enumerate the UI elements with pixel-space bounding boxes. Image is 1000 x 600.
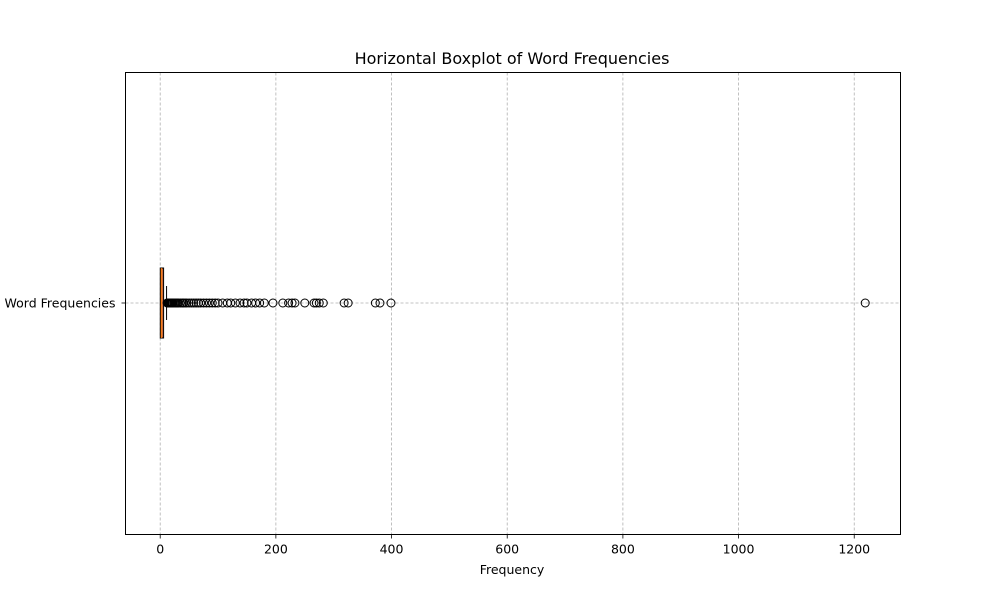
outlier-point xyxy=(255,298,265,308)
grid-lines xyxy=(125,72,901,535)
outlier-point xyxy=(370,298,380,308)
outlier-point xyxy=(290,298,300,308)
outlier-point xyxy=(284,298,294,308)
outlier-point xyxy=(207,298,217,308)
outlier-point xyxy=(318,298,328,308)
boxplot xyxy=(159,267,870,339)
outlier-point xyxy=(226,298,236,308)
outlier-point xyxy=(278,298,288,308)
outlier-point xyxy=(199,298,209,308)
plot-frame xyxy=(125,72,901,535)
outlier-point xyxy=(343,298,353,308)
outlier-point xyxy=(300,298,310,308)
outlier-point xyxy=(182,298,192,308)
outlier-point xyxy=(189,298,199,308)
outlier-point xyxy=(375,298,385,308)
outlier-point xyxy=(339,298,349,308)
outlier-point xyxy=(204,298,214,308)
outlier-point xyxy=(184,298,194,308)
x-axis-label: Frequency xyxy=(480,562,545,577)
outlier-point xyxy=(186,298,196,308)
outlier-point xyxy=(386,298,396,308)
x-tick-label: 200 xyxy=(264,542,288,557)
outlier-point xyxy=(242,298,252,308)
outlier-point xyxy=(860,298,870,308)
outlier-point xyxy=(268,298,278,308)
outlier-point xyxy=(287,298,297,308)
outlier-point xyxy=(196,298,206,308)
x-tick-label: 400 xyxy=(380,542,404,557)
chart-title: Horizontal Boxplot of Word Frequencies xyxy=(355,49,670,68)
x-tick-label: 1000 xyxy=(723,542,755,557)
y-axis: Word Frequencies xyxy=(5,296,126,311)
outlier-point xyxy=(311,298,321,308)
outlier-point xyxy=(201,298,211,308)
y-tick-label: Word Frequencies xyxy=(5,296,116,311)
outlier-point xyxy=(309,298,319,308)
outlier-point xyxy=(251,298,261,308)
outlier-point xyxy=(235,298,245,308)
x-axis: 0 200 400 600 800 1000 1200 xyxy=(156,534,870,557)
outlier-point xyxy=(314,298,324,308)
outlier-point xyxy=(230,298,240,308)
outlier-point xyxy=(213,298,223,308)
outlier-point xyxy=(259,298,269,308)
x-tick-label: 800 xyxy=(611,542,635,557)
x-tick-label: 0 xyxy=(156,542,164,557)
x-tick-label: 1200 xyxy=(838,542,870,557)
x-tick-label: 600 xyxy=(495,542,519,557)
